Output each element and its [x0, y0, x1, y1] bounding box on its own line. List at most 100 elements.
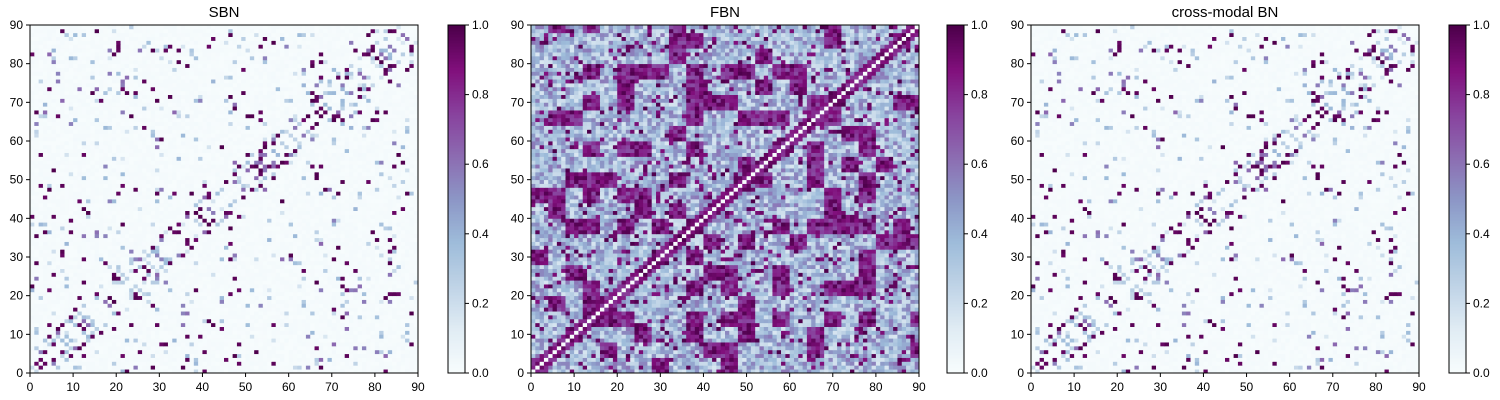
heatmap-cell — [215, 326, 221, 331]
heatmap-cell — [392, 299, 397, 304]
heatmap-cell — [142, 229, 147, 235]
heatmap-cell — [271, 164, 277, 169]
heatmap-cell — [211, 365, 216, 370]
heatmap-cell — [374, 303, 380, 308]
heatmap-cell — [193, 226, 199, 231]
heatmap-cell — [172, 160, 177, 165]
heatmap-cell — [254, 253, 259, 258]
heatmap-cell — [392, 318, 397, 324]
heatmap-cell — [271, 229, 277, 235]
heatmap-cell — [73, 191, 78, 196]
heatmap-cell — [198, 318, 203, 324]
heatmap-cell — [310, 245, 315, 250]
heatmap-cell — [245, 222, 251, 227]
heatmap-cell — [301, 369, 307, 374]
heatmap-cell — [64, 195, 70, 200]
heatmap-cell — [232, 179, 238, 184]
heatmap-cell — [284, 187, 290, 192]
heatmap-cell — [219, 183, 225, 188]
heatmap-cell — [254, 353, 259, 358]
heatmap-cell — [387, 284, 393, 289]
heatmap-cell — [271, 210, 277, 215]
heatmap-cell — [137, 214, 143, 219]
heatmap-cell — [185, 264, 190, 269]
heatmap-cell — [163, 229, 169, 235]
heatmap-cell — [280, 218, 285, 223]
heatmap-cell — [185, 330, 190, 335]
heatmap-cell — [167, 338, 173, 343]
heatmap-cell — [163, 260, 169, 266]
heatmap-cell — [288, 175, 294, 181]
heatmap-cell — [30, 241, 35, 246]
heatmap-cell — [370, 245, 376, 250]
heatmap-cell — [254, 183, 259, 188]
heatmap-cell — [60, 268, 65, 273]
heatmap-cell — [219, 249, 225, 254]
heatmap-cell — [116, 218, 121, 223]
heatmap-cell — [198, 233, 203, 239]
heatmap-cell — [159, 226, 165, 231]
heatmap-cell — [116, 210, 121, 215]
heatmap-cell — [103, 318, 108, 324]
heatmap-cell — [370, 191, 376, 196]
heatmap-cell — [413, 210, 419, 215]
heatmap-cell — [379, 164, 384, 169]
heatmap-cell — [107, 326, 113, 331]
heatmap-cell — [245, 260, 251, 266]
heatmap-cell — [94, 183, 100, 188]
heatmap-cell — [314, 218, 320, 223]
heatmap-cell — [202, 164, 208, 169]
heatmap-cell — [185, 222, 190, 227]
heatmap-cell — [64, 284, 70, 289]
heatmap-cell — [284, 326, 290, 331]
heatmap-cell — [51, 191, 57, 196]
heatmap-cell — [155, 276, 160, 281]
heatmap-cell — [159, 199, 165, 204]
heatmap-cell — [280, 257, 285, 262]
heatmap-cell — [271, 287, 277, 293]
heatmap-cell — [211, 195, 216, 200]
heatmap-cell — [219, 214, 225, 219]
heatmap-cell — [379, 272, 384, 277]
heatmap-cell — [30, 233, 35, 239]
heatmap-cell — [275, 318, 281, 324]
heatmap-cell — [314, 280, 320, 285]
heatmap-cell — [77, 241, 83, 246]
heatmap-cell — [392, 369, 397, 374]
heatmap-cell — [172, 168, 177, 173]
heatmap-cell — [409, 191, 415, 196]
heatmap-cell — [47, 272, 52, 277]
heatmap-cell — [159, 179, 165, 184]
heatmap-cell — [383, 357, 389, 362]
heatmap-cell — [331, 160, 337, 165]
heatmap-cell — [267, 199, 272, 204]
heatmap-cell — [310, 349, 315, 355]
heatmap-cell — [387, 257, 393, 262]
heatmap-cell — [163, 233, 169, 239]
heatmap-cell — [323, 222, 328, 227]
heatmap-cell — [314, 179, 320, 184]
heatmap-cell — [137, 369, 143, 374]
heatmap-cell — [228, 241, 234, 246]
heatmap-cell — [60, 338, 65, 343]
heatmap-cell — [198, 338, 203, 343]
heatmap-cell — [111, 303, 117, 308]
heatmap-cell — [103, 214, 108, 219]
heatmap-cell — [86, 369, 91, 374]
heatmap-cell — [275, 349, 281, 355]
heatmap-cell — [366, 291, 371, 297]
heatmap-cell — [379, 299, 384, 304]
heatmap-cell — [120, 160, 126, 165]
heatmap-cell — [198, 218, 203, 223]
heatmap-cell — [189, 222, 195, 227]
heatmap-cell — [271, 299, 277, 304]
heatmap-cell — [288, 187, 294, 192]
heatmap-cell — [111, 206, 117, 211]
heatmap-cell — [185, 311, 190, 316]
heatmap-cell — [267, 233, 272, 239]
heatmap-cell — [370, 342, 376, 347]
heatmap-cell — [124, 338, 130, 343]
heatmap-cell — [258, 365, 264, 370]
heatmap-cell — [241, 303, 246, 308]
heatmap-cell — [331, 233, 337, 239]
